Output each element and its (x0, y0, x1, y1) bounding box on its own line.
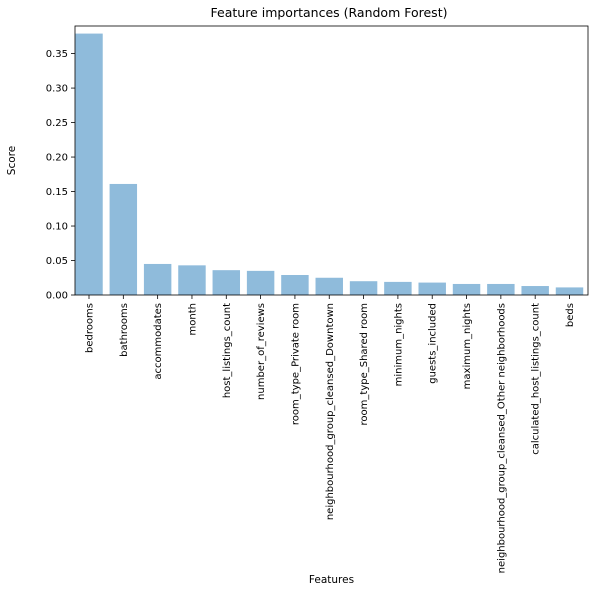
bar-group (75, 33, 584, 295)
x-tick-label: guests_included (428, 303, 439, 384)
y-axis-label: Score (6, 146, 18, 175)
x-tick-label: bathrooms (119, 303, 130, 357)
y-tick-label: 0.00 (46, 291, 68, 302)
x-tick-label: neighbourhood_group_cleansed_Other neigh… (496, 303, 507, 573)
bar-room-type-shared-room (349, 281, 378, 295)
x-tick-label: host_listings_count (222, 303, 233, 398)
y-tick-label: 0.10 (46, 222, 68, 233)
x-tick-label: beds (565, 303, 576, 327)
bar-month (178, 265, 206, 295)
bar-maximum-nights (452, 283, 481, 295)
y-tick-label: 0.25 (46, 118, 68, 129)
bar-number-of-reviews (246, 270, 275, 295)
y-axis: 0.00 0.05 0.10 0.15 0.20 0.25 0.30 0.35 (46, 49, 75, 302)
bar-guests-included (418, 282, 446, 295)
bar-room-type-private-room (281, 274, 309, 295)
bar-calculated-host-listings-count (521, 286, 549, 295)
y-tick-label: 0.05 (46, 256, 68, 267)
x-axis: bedrooms bathrooms accommodates month host_l… (85, 295, 576, 573)
y-tick-label: 0.20 (46, 153, 68, 164)
plot-frame (74, 25, 589, 296)
y-tick-label: 0.15 (46, 187, 68, 198)
bar-host-listings-count (212, 270, 241, 295)
x-tick-label: number_of_reviews (256, 303, 267, 400)
bar-minimum-nights (384, 281, 412, 295)
x-tick-label: month (187, 303, 198, 335)
x-tick-label: room_type_Shared room (359, 303, 370, 425)
x-tick-label: accommodates (153, 303, 164, 380)
x-tick-label: minimum_nights (393, 303, 404, 386)
y-tick-label: 0.35 (46, 49, 68, 60)
bar-bedrooms (75, 33, 103, 295)
x-tick-label: room_type_Private room (290, 303, 301, 425)
bar-neighbourhood-group-cleansed-other-neighborhoods (487, 283, 515, 295)
x-tick-label: maximum_nights (462, 303, 473, 389)
chart-title: Feature importances (Random Forest) (211, 5, 448, 20)
bar-accommodates (143, 263, 172, 295)
bar-beds (555, 287, 584, 295)
x-axis-label: Features (309, 574, 354, 586)
x-tick-label: bedrooms (85, 303, 96, 353)
x-tick-label: neighbourhood_group_cleansed_Downtown (325, 303, 336, 520)
bar-bathrooms (109, 183, 138, 295)
y-tick-label: 0.30 (46, 84, 68, 95)
bar-neighbourhood-group-cleansed-downtown (315, 277, 343, 295)
x-tick-label: calculated_host_listings_count (531, 303, 542, 455)
